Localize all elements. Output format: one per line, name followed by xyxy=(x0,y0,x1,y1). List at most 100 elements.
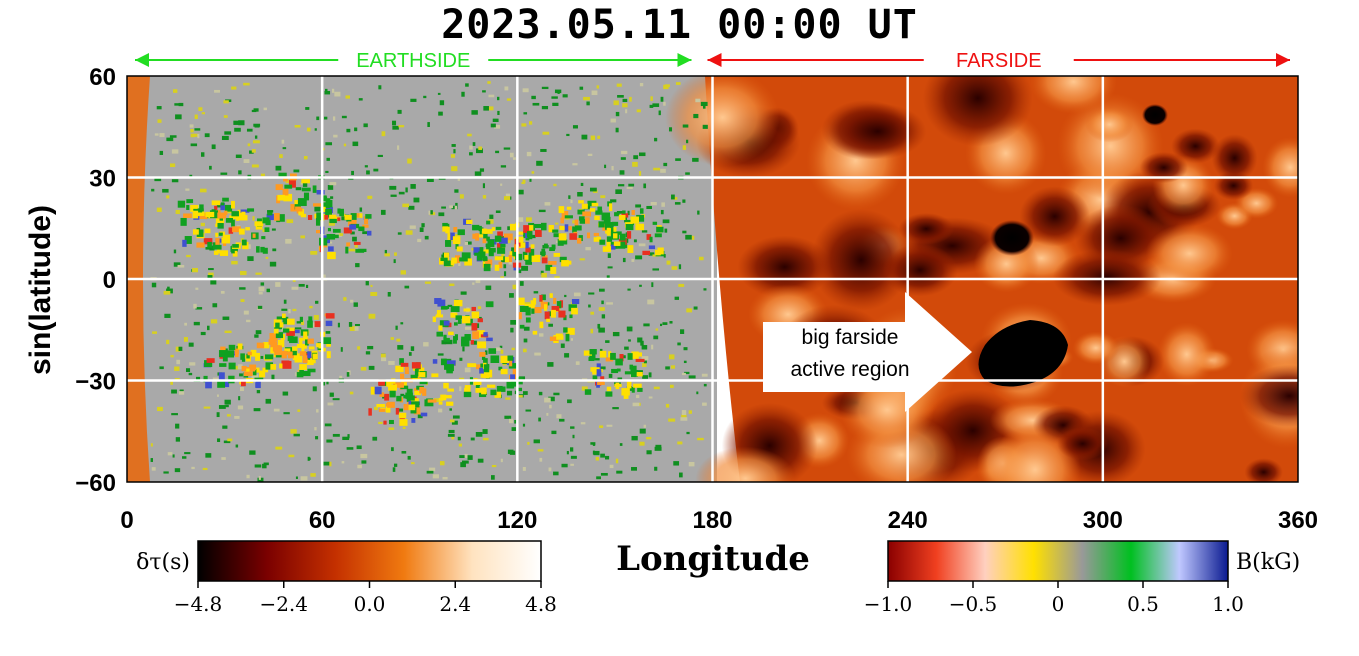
magnetogram-speck xyxy=(302,181,308,187)
active-region-speck xyxy=(196,211,205,216)
colorbar-tick-label: −2.4 xyxy=(259,592,308,616)
magnetogram-speck xyxy=(510,319,517,325)
region-arrow-head-left xyxy=(707,53,722,67)
magnetogram-speck xyxy=(290,429,297,434)
magnetogram-speck xyxy=(240,270,247,276)
magnetogram-speck xyxy=(300,182,305,185)
active-region-speck xyxy=(337,208,341,214)
magnetogram-speck xyxy=(378,85,382,90)
active-region-speck xyxy=(648,245,656,250)
active-region-speck xyxy=(274,213,280,221)
magnetogram-speck xyxy=(461,460,469,464)
region-label: FARSIDE xyxy=(956,50,1042,72)
active-region-speck xyxy=(294,201,301,210)
active-region-speck xyxy=(520,242,528,248)
magnetogram-speck xyxy=(511,427,517,431)
magnetogram-speck xyxy=(577,192,583,197)
magnetogram-speck xyxy=(601,314,606,319)
magnetogram-speck xyxy=(184,322,187,326)
magnetogram-speck xyxy=(205,247,211,250)
active-region-speck xyxy=(528,222,535,227)
active-region-speck xyxy=(238,228,245,235)
magnetogram-speck xyxy=(642,362,647,367)
magnetogram-speck xyxy=(400,393,405,397)
texture-blob xyxy=(695,446,796,482)
magnetogram-speck xyxy=(426,178,434,182)
magnetogram-speck xyxy=(688,375,696,379)
magnetogram-speck xyxy=(586,101,590,106)
active-region-speck xyxy=(307,215,313,220)
magnetogram-speck xyxy=(346,372,350,377)
magnetogram-speck xyxy=(544,202,551,206)
active-region-speck xyxy=(635,223,645,231)
active-region-speck xyxy=(316,343,322,348)
active-region-speck xyxy=(222,234,231,241)
x-tick-label: 0 xyxy=(120,507,133,534)
region-arrow-head-right xyxy=(1276,53,1290,67)
magnetogram-speck xyxy=(156,207,162,212)
active-region-speck xyxy=(308,316,313,324)
active-region-speck xyxy=(606,239,611,248)
magnetogram-speck xyxy=(616,211,623,214)
active-region-speck xyxy=(542,255,548,260)
magnetogram-speck xyxy=(216,204,223,208)
magnetogram-speck xyxy=(397,345,404,350)
active-region-speck xyxy=(349,224,357,230)
magnetogram-speck xyxy=(174,366,180,371)
active-region-speck xyxy=(300,213,307,218)
active-region-speck xyxy=(602,246,612,252)
active-region-speck xyxy=(344,214,352,220)
active-region-speck xyxy=(266,213,274,221)
active-region-speck xyxy=(571,299,580,305)
active-region-speck xyxy=(308,346,315,350)
active-region-speck xyxy=(598,221,605,228)
magnetogram-speck xyxy=(599,425,604,428)
active-region-speck xyxy=(301,346,305,353)
magnetogram-speck xyxy=(451,420,458,425)
active-region-speck xyxy=(476,330,485,338)
active-region-speck xyxy=(619,354,624,362)
magnetogram-speck xyxy=(566,133,570,137)
active-region-speck xyxy=(558,310,566,318)
active-region-speck xyxy=(321,206,326,213)
texture-blob xyxy=(1085,106,1134,143)
magnetogram-speck xyxy=(681,414,687,418)
texture-blob xyxy=(898,212,955,245)
active-region-speck xyxy=(404,366,409,375)
magnetogram-speck xyxy=(641,356,649,361)
active-region-speck xyxy=(288,180,296,188)
active-region-speck xyxy=(525,247,531,253)
magnetogram-speck xyxy=(495,210,501,213)
active-region-speck xyxy=(254,377,264,381)
magnetogram-speck xyxy=(572,434,575,439)
magnetogram-speck xyxy=(445,339,453,345)
magnetogram-speck xyxy=(696,391,699,395)
magnetogram-speck xyxy=(349,391,354,395)
magnetogram-speck xyxy=(220,172,228,175)
magnetogram-speck xyxy=(483,106,489,111)
magnetogram-speck xyxy=(497,110,500,116)
magnetogram-speck xyxy=(173,249,177,254)
magnetogram-speck xyxy=(697,437,704,441)
magnetogram-speck xyxy=(639,152,646,157)
magnetogram-speck xyxy=(203,406,211,409)
active-region-speck xyxy=(525,241,529,249)
active-region-speck xyxy=(312,203,322,207)
magnetogram-speck xyxy=(221,457,226,460)
active-region-speck xyxy=(399,358,404,365)
magnetogram-speck xyxy=(503,271,507,277)
active-region-speck xyxy=(543,243,548,248)
active-region-speck xyxy=(193,208,203,213)
colorbar-label: δτ(s) xyxy=(136,550,190,575)
active-region-speck xyxy=(262,247,268,254)
magnetogram-speck xyxy=(360,366,367,371)
active-region-speck xyxy=(609,203,613,212)
magnetogram-speck xyxy=(273,408,280,412)
active-region-speck xyxy=(604,222,614,230)
magnetogram-speck xyxy=(190,133,195,138)
x-tick-label: 120 xyxy=(497,507,537,534)
magnetogram-speck xyxy=(401,450,407,454)
magnetogram-speck xyxy=(164,313,171,318)
colorbar-tick-label: −1.0 xyxy=(864,592,913,616)
magnetogram-speck xyxy=(396,338,401,342)
